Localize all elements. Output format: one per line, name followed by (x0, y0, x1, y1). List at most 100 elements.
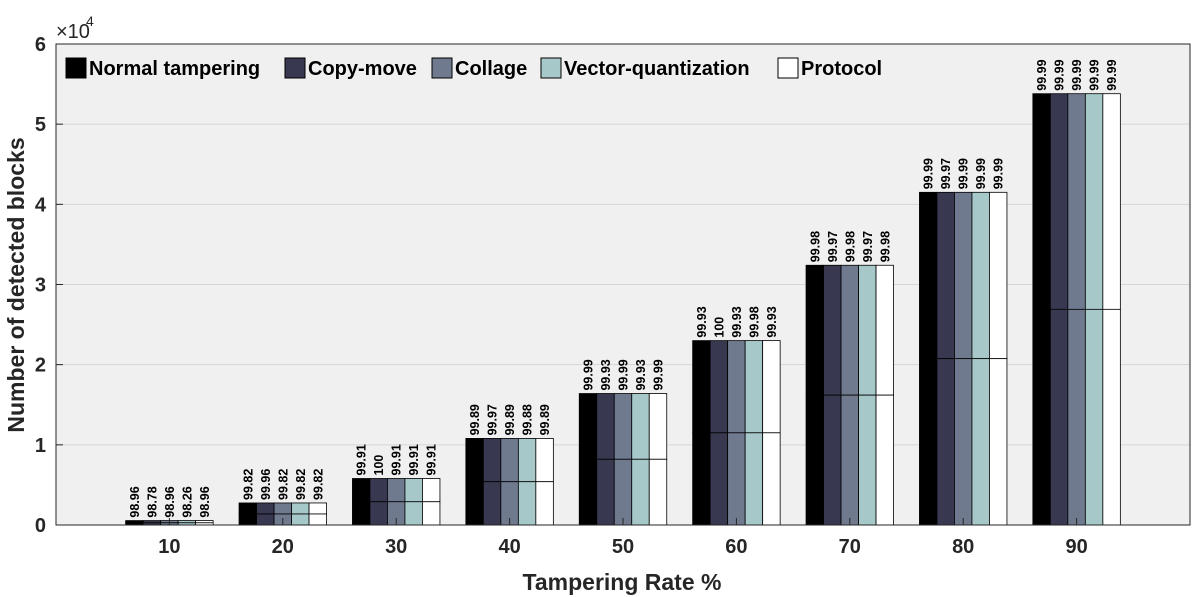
bar-segment-lower (465, 481, 484, 526)
bar-segment-lower (727, 432, 746, 526)
bar-segment-upper (535, 438, 554, 483)
y-axis-label: Number of detected blocks (3, 137, 29, 432)
legend-swatch (65, 57, 87, 79)
bar-segment-upper (482, 438, 502, 483)
bar-segment-upper (465, 438, 484, 483)
bar-segment-upper (422, 478, 441, 503)
data-label: 99.93 (695, 306, 709, 337)
bar-segment-lower (919, 358, 938, 526)
legend-entry: Collage (455, 58, 527, 80)
bar-segment-upper (500, 438, 519, 483)
bar-segment-lower (936, 358, 955, 526)
bar-segment-upper (919, 191, 938, 360)
bar-segment-lower (1102, 308, 1121, 526)
bar-segment-upper (273, 502, 292, 515)
bar-segment-lower (482, 481, 502, 526)
bar-segment-upper (596, 393, 615, 460)
bar-segment-upper (1067, 93, 1086, 310)
data-label: 99.82 (311, 469, 325, 500)
y-tick-label: 6 (35, 34, 46, 56)
data-label: 99.82 (276, 469, 290, 500)
bar-segment-lower (578, 458, 598, 526)
y-exponent-power: 4 (86, 13, 94, 29)
bar-segment-upper (256, 502, 275, 515)
bar-segment-lower (840, 394, 859, 526)
bar-segment-upper (578, 393, 598, 460)
x-tick-label: 50 (612, 536, 634, 558)
bar-segment-upper (692, 340, 711, 434)
bar-segment-lower (517, 481, 537, 526)
bar-segment-lower (352, 501, 371, 526)
bar-segment-upper (954, 191, 973, 360)
bar-segment-lower (875, 394, 894, 526)
bar-segment-upper (727, 340, 746, 434)
data-label: 99.99 (922, 158, 936, 189)
data-label: 99.99 (974, 158, 988, 189)
y-tick-label: 4 (35, 194, 47, 216)
bar-segment-lower (256, 513, 275, 526)
bar-segment-lower (1067, 308, 1086, 526)
bar-segment-lower (744, 432, 764, 526)
bar-segment-lower (858, 394, 877, 526)
data-label: 99.99 (1088, 59, 1102, 90)
x-tick-label: 70 (839, 536, 861, 558)
x-tick-label: 60 (725, 536, 747, 558)
legend-swatch (431, 57, 453, 79)
bar-segment-upper (971, 191, 990, 360)
bar-segment-lower (989, 358, 1008, 526)
data-label: 100 (712, 317, 726, 338)
data-label: 99.93 (730, 306, 744, 337)
data-label: 99.88 (521, 404, 535, 435)
bar-segment-lower (404, 501, 423, 526)
bar-segment-upper (387, 478, 406, 503)
bar-segment-lower (291, 513, 310, 526)
data-label: 99.96 (259, 469, 273, 500)
data-label: 99.98 (808, 231, 822, 262)
data-label: 99.97 (939, 158, 953, 189)
bar-segment-lower (954, 358, 973, 526)
bar-segment-lower (762, 432, 781, 526)
data-label: 99.93 (599, 359, 613, 390)
bar-segment-upper (613, 393, 633, 460)
bar-segment-upper (352, 478, 371, 503)
bar-segment-upper (238, 502, 257, 515)
bar-segment-lower (823, 394, 842, 526)
data-label: 99.99 (617, 359, 631, 390)
x-tick-label: 40 (498, 536, 520, 558)
bar-segment-lower (709, 432, 729, 526)
y-exponent-base: ×10 (56, 21, 90, 43)
data-label: 99.99 (1053, 59, 1067, 90)
bar-segment-lower (1084, 308, 1104, 526)
bar-segment-lower (422, 501, 441, 526)
x-tick-label: 80 (952, 536, 974, 558)
x-tick-label: 10 (158, 536, 180, 558)
axes: 0 1 2 3 4 5 6 10 20 30 40 50 60 70 80 90 (35, 34, 1088, 558)
x-tick-label: 30 (385, 536, 407, 558)
data-label: 98.96 (198, 486, 212, 517)
data-label: 99.99 (582, 359, 596, 390)
bar-segment-upper (840, 264, 859, 396)
y-tick-label: 5 (35, 114, 46, 136)
data-label: 99.82 (241, 469, 255, 500)
bar-segment-upper (875, 264, 894, 396)
bar-segment-lower (692, 432, 711, 526)
data-label: 99.89 (538, 404, 552, 435)
data-label: 98.96 (163, 486, 177, 517)
legend: Normal tampering Copy-move Collage Vector-q… (65, 57, 882, 80)
y-tick-label: 2 (35, 355, 46, 377)
data-label: 99.82 (294, 469, 308, 500)
bar-segment-upper (369, 478, 388, 503)
bar-segment-lower (308, 513, 327, 526)
bar-segment-lower (613, 458, 633, 526)
data-label: 99.99 (957, 158, 971, 189)
data-label: 98.78 (145, 486, 159, 517)
bar-segment-upper (308, 502, 327, 515)
bar-segment-upper (762, 340, 781, 434)
legend-entry: Protocol (801, 58, 882, 80)
x-tick-label: 90 (1065, 536, 1087, 558)
bar-segment-upper (936, 191, 955, 360)
bar-segment-upper (631, 393, 650, 460)
data-label: 99.89 (503, 404, 517, 435)
